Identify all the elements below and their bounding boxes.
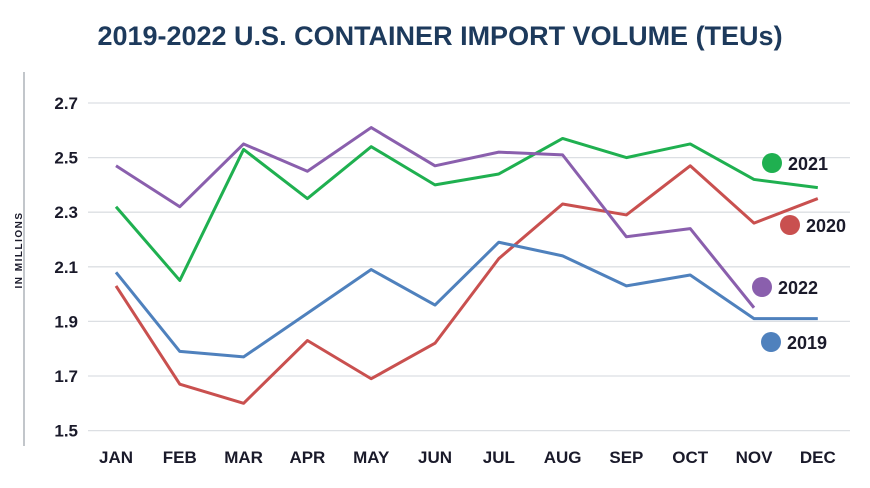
gridlines (88, 102, 850, 432)
x-tick-label: SEP (609, 448, 643, 467)
legend-marker-2019 (761, 332, 781, 352)
x-tick-label: AUG (544, 448, 582, 467)
legend-label: 2022 (778, 278, 818, 298)
y-tick-label: 1.7 (54, 367, 78, 386)
series-line-2020 (114, 164, 819, 405)
x-tick-label: OCT (672, 448, 709, 467)
x-tick-label: JUN (418, 448, 452, 467)
y-tick-label: 1.9 (54, 312, 78, 331)
y-axis-label: IN MILLIONS (14, 211, 25, 288)
y-tick-label: 2.3 (54, 203, 78, 222)
y-tick-label: 2.1 (54, 258, 78, 277)
legend-marker-2021 (762, 153, 782, 173)
series-line-2021 (114, 136, 818, 282)
x-tick-label: MAY (353, 448, 390, 467)
y-tick-label: 2.5 (54, 149, 78, 168)
x-tick-label: JAN (99, 448, 133, 467)
legend-marker-2022 (752, 277, 772, 297)
x-tick-label: NOV (736, 448, 774, 467)
series-line-2022 (115, 126, 756, 309)
x-tick-label: APR (289, 448, 325, 467)
legend-marker-2020 (780, 215, 800, 235)
chart-title: 2019-2022 U.S. CONTAINER IMPORT VOLUME (… (97, 21, 782, 51)
legend-label: 2020 (806, 216, 846, 236)
x-tick-label: JUL (483, 448, 515, 467)
y-tick-label: 1.5 (54, 422, 78, 441)
y-tick-label: 2.7 (54, 94, 78, 113)
series-line-2019 (114, 240, 818, 359)
legend-label: 2021 (788, 154, 828, 174)
x-tick-label: MAR (224, 448, 263, 467)
x-tick-label: FEB (163, 448, 197, 467)
legend-label: 2019 (787, 333, 827, 353)
x-tick-label: DEC (800, 448, 836, 467)
